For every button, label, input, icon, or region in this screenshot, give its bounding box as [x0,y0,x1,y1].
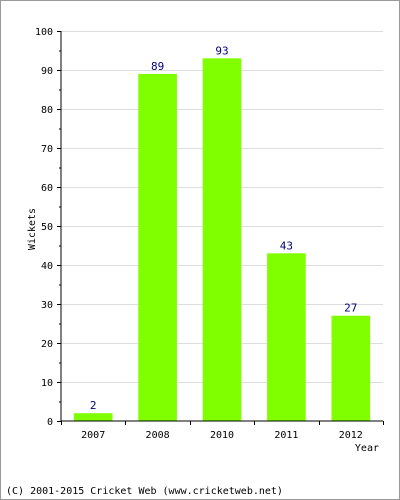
bars [73,58,371,422]
y-tick-label: 90 [41,66,53,77]
x-tick-label: 2007 [81,430,105,441]
x-tick-label: 2012 [339,430,363,441]
y-tick-label: 40 [41,261,53,272]
y-axis-ticks: 0 10 20 30 40 50 60 70 80 90 100 [35,27,61,428]
y-tick-label: 80 [41,105,53,116]
axes [60,31,383,422]
bar-2011 [267,253,306,421]
data-label: 27 [344,302,357,315]
y-tick-label: 20 [41,339,53,350]
y-tick-label: 100 [35,27,53,38]
bar-2010 [202,58,242,422]
x-tick-label: 2010 [210,430,234,441]
data-label: 43 [280,239,293,252]
x-tick-label: 2011 [274,430,298,441]
y-tick-label: 50 [41,222,53,233]
x-axis-title: Year [355,443,379,454]
y-tick-label: 30 [41,300,53,311]
y-tick-label: 60 [41,183,53,194]
y-tick-label: 0 [47,417,53,428]
data-label: 93 [215,44,228,57]
data-labels: 2 89 93 43 27 [90,44,358,412]
bar-2008 [138,73,177,422]
x-tick-label: 2008 [146,430,170,441]
bar-2007 [73,413,113,421]
y-axis-title: Wickets [27,208,38,250]
data-label: 2 [90,399,97,412]
x-axis-ticks: 2007 2008 2010 2011 2012 [61,421,384,441]
y-tick-label: 70 [41,144,53,155]
copyright-footer: (C) 2001-2015 Cricket Web (www.cricketwe… [6,486,283,497]
data-label: 89 [151,60,164,73]
bar-2012 [331,315,371,421]
y-tick-label: 10 [41,378,53,389]
